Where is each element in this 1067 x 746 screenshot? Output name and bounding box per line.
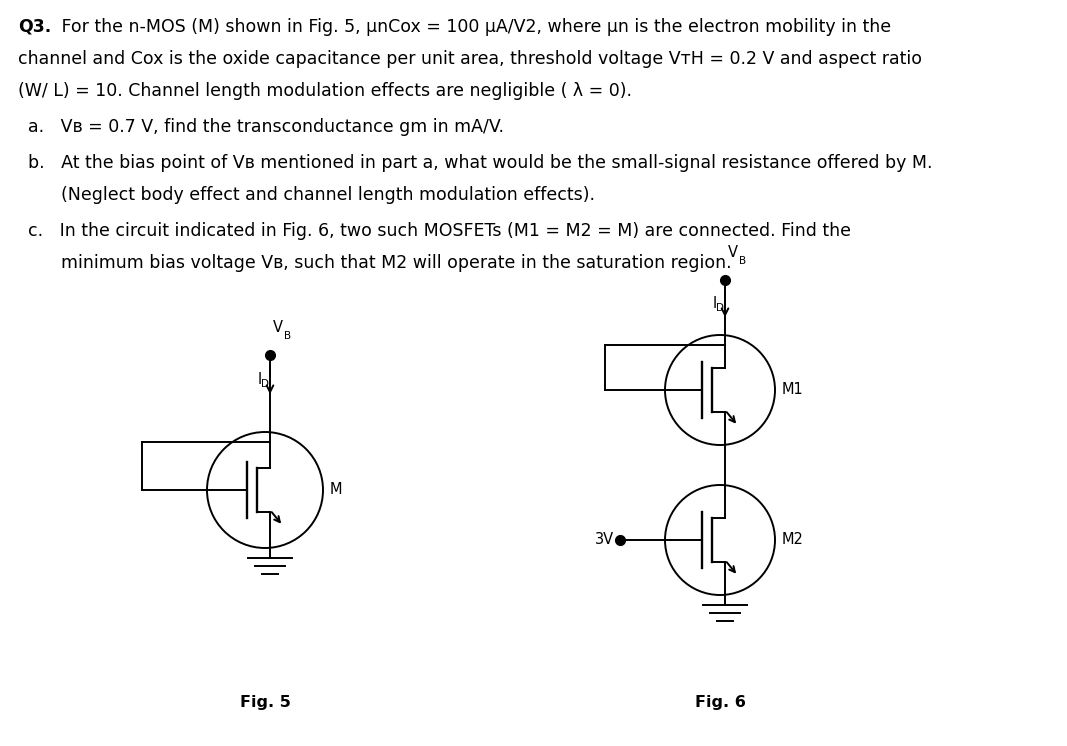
Text: (Neglect body effect and channel length modulation effects).: (Neglect body effect and channel length … [28, 186, 595, 204]
Text: Fig. 6: Fig. 6 [695, 695, 746, 710]
Text: D: D [716, 303, 724, 313]
Text: D: D [261, 379, 269, 389]
Text: Q3.: Q3. [18, 18, 51, 36]
Text: B: B [739, 256, 746, 266]
Text: M2: M2 [782, 533, 803, 548]
Text: channel and Cox is the oxide capacitance per unit area, threshold voltage VᴛH = : channel and Cox is the oxide capacitance… [18, 50, 922, 68]
Text: (W/ L) = 10. Channel length modulation effects are negligible ( λ = 0).: (W/ L) = 10. Channel length modulation e… [18, 82, 632, 100]
Text: I: I [713, 296, 717, 312]
Text: Fig. 5: Fig. 5 [240, 695, 290, 710]
Text: V: V [728, 245, 738, 260]
Text: V: V [273, 320, 283, 335]
Text: a.   Vʙ = 0.7 V, find the transconductance gm in mA/V.: a. Vʙ = 0.7 V, find the transconductance… [28, 118, 504, 136]
Text: 3V: 3V [595, 533, 614, 548]
Text: b.   At the bias point of Vʙ mentioned in part a, what would be the small-signal: b. At the bias point of Vʙ mentioned in … [28, 154, 933, 172]
Text: I: I [258, 372, 262, 387]
Text: c.   In the circuit indicated in Fig. 6, two such MOSFETs (M1 = M2 = M) are conn: c. In the circuit indicated in Fig. 6, t… [28, 222, 851, 240]
Text: minimum bias voltage Vʙ, such that M2 will operate in the saturation region.: minimum bias voltage Vʙ, such that M2 wi… [28, 254, 732, 272]
Text: For the n-MOS (M) shown in Fig. 5, μnCox = 100 μA/V2, where μn is the electron m: For the n-MOS (M) shown in Fig. 5, μnCox… [55, 18, 891, 36]
Text: M: M [330, 483, 343, 498]
Text: B: B [284, 331, 291, 341]
Text: M1: M1 [782, 383, 803, 398]
